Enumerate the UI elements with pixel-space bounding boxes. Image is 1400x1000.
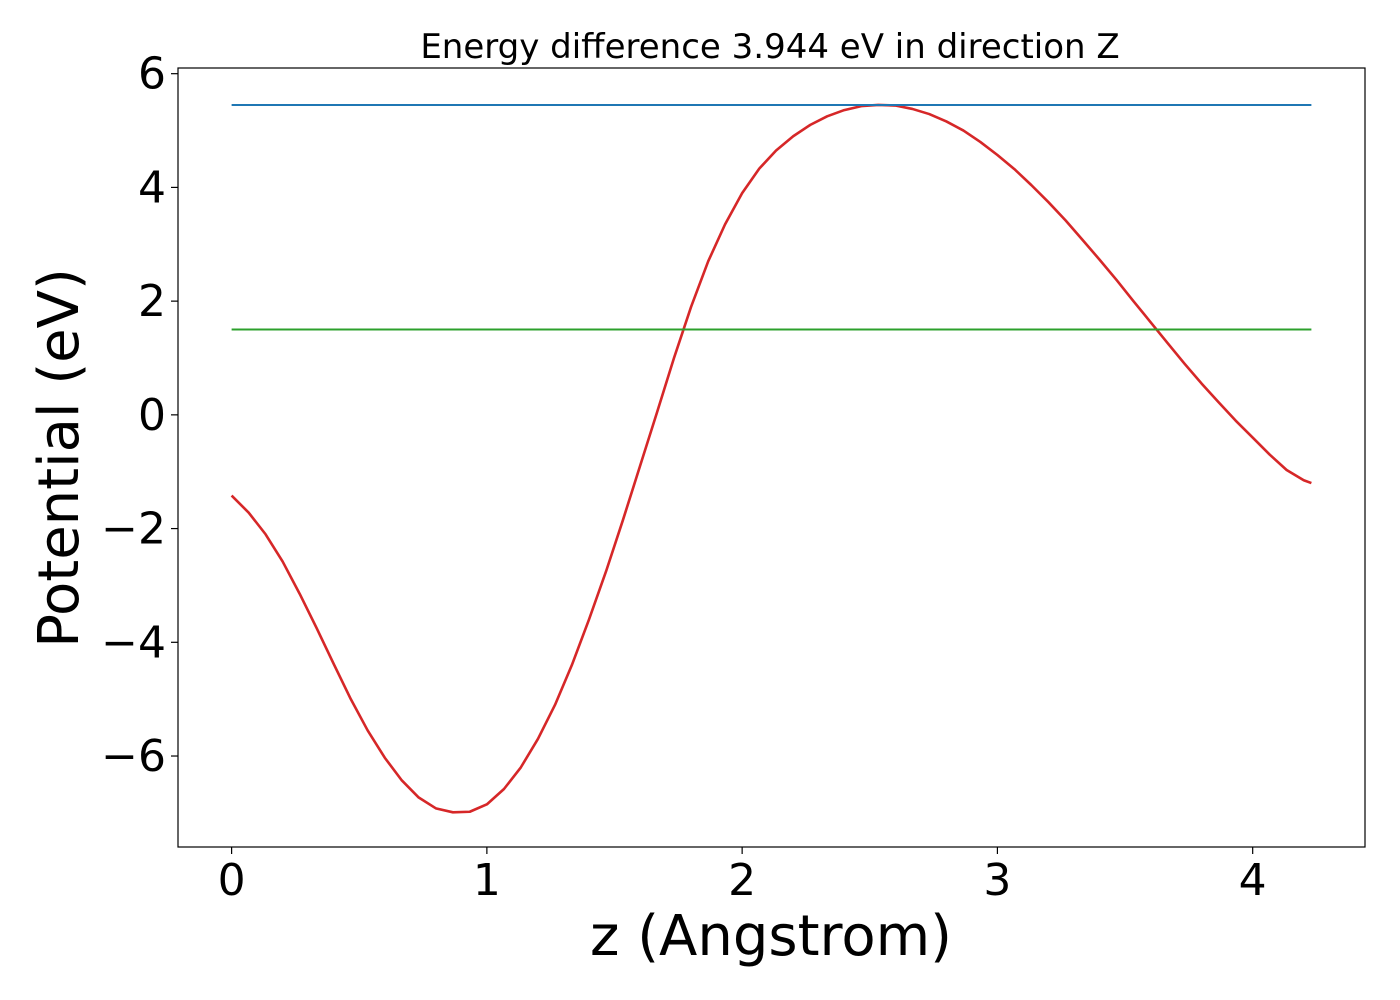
y-tick-label: 2 — [138, 276, 166, 327]
y-tick-label: 0 — [138, 390, 166, 441]
y-axis-label: Potential (eV) — [27, 268, 92, 648]
y-tick-label: 4 — [138, 162, 166, 213]
y-tick-label: 6 — [138, 49, 166, 100]
x-tick-label: 4 — [1239, 855, 1267, 906]
series-line-0 — [230, 103, 1312, 814]
y-tick-label: −6 — [101, 731, 166, 782]
x-tick-label: 1 — [473, 855, 501, 906]
plot-frame — [177, 67, 1366, 848]
chart-title: Energy difference 3.944 eV in direction … — [420, 27, 1119, 67]
y-tick-label: −4 — [101, 617, 166, 668]
y-tick-label: −2 — [101, 504, 166, 555]
x-tick-label: 2 — [728, 855, 756, 906]
x-axis-label: z (Angstrom) — [590, 904, 952, 969]
plot-area — [230, 103, 1312, 814]
axis-ticks: 0 1 2 3 4 −6 −4 −2 0 2 4 6 — [101, 49, 1267, 906]
x-tick-label: 0 — [218, 855, 246, 906]
x-tick-label: 3 — [983, 855, 1011, 906]
